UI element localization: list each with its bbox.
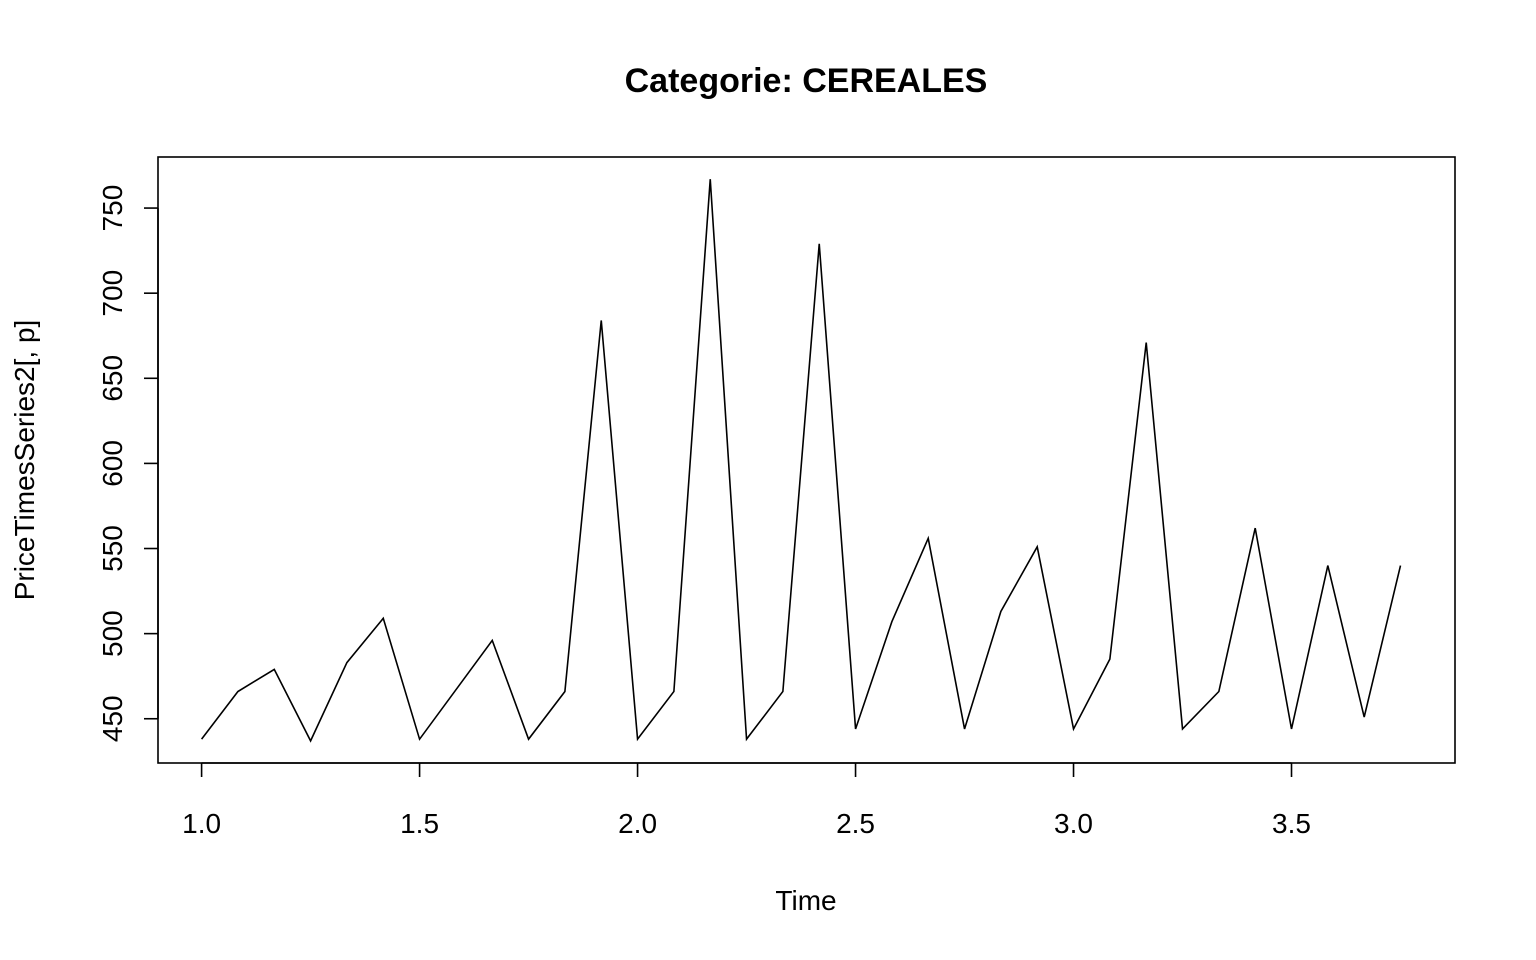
x-tick-label: 2.5 (836, 808, 875, 839)
x-tick-label: 3.0 (1054, 808, 1093, 839)
y-axis: 450 500 550 600 650 700 750 (97, 185, 159, 742)
x-tick-label: 1.5 (400, 808, 439, 839)
y-tick-label: 700 (97, 270, 128, 317)
x-tick-label: 1.0 (182, 808, 221, 839)
y-tick-label: 650 (97, 355, 128, 402)
x-axis: 1.0 1.5 2.0 2.5 3.0 3.5 (182, 762, 1311, 839)
x-axis-label: Time (775, 885, 836, 916)
series-layer (200, 179, 1402, 743)
y-tick-label: 450 (97, 695, 128, 742)
series-line (200, 179, 1402, 743)
x-tick-label: 2.0 (618, 808, 657, 839)
y-tick-label: 550 (97, 525, 128, 572)
y-axis-label: PriceTimesSeries2[, p] (9, 320, 40, 601)
x-tick-label: 3.5 (1272, 808, 1311, 839)
y-tick-label: 750 (97, 185, 128, 232)
y-tick-label: 500 (97, 610, 128, 657)
plot-frame (157, 156, 1456, 764)
chart-title: Categorie: CEREALES (625, 62, 988, 100)
y-tick-label: 600 (97, 440, 128, 487)
